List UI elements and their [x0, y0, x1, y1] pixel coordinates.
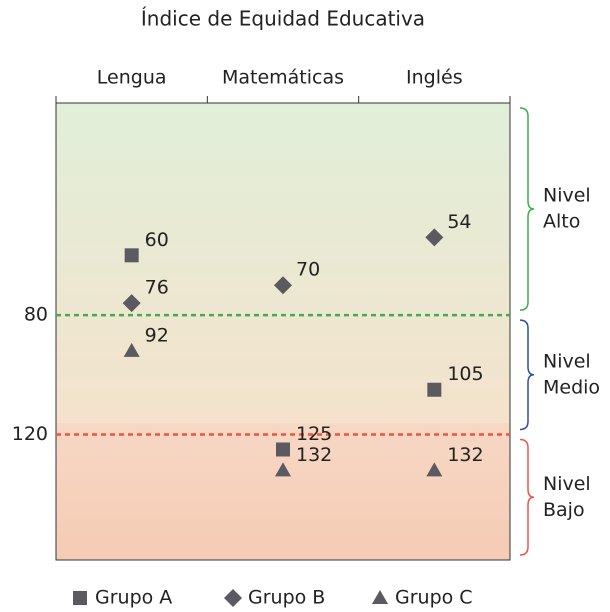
band-brace — [519, 438, 535, 556]
data-label: 76 — [145, 277, 169, 299]
y-tick-label: 80 — [24, 304, 48, 326]
band-label: Nivel — [543, 473, 591, 495]
data-label: 125 — [296, 423, 332, 445]
plot-area — [55, 102, 511, 561]
data-label: 105 — [447, 363, 483, 385]
marker — [274, 276, 292, 295]
x-tick-label: Inglés — [406, 67, 463, 89]
legend-label: Grupo C — [395, 587, 473, 609]
band-label: Nivel — [543, 350, 591, 372]
x-tick-label: Matemáticas — [222, 67, 344, 89]
data-label: 70 — [296, 259, 320, 281]
marker — [123, 342, 140, 357]
data-label: 132 — [296, 444, 332, 466]
band-label: Alto — [543, 211, 580, 233]
marker — [275, 462, 291, 477]
x-tick-label: Lengua — [97, 67, 167, 89]
marker — [224, 589, 242, 607]
marker — [426, 462, 443, 477]
data-label: 60 — [145, 229, 169, 251]
data-label: 132 — [447, 444, 483, 466]
marker — [372, 590, 388, 604]
marker — [122, 294, 141, 313]
band-label: Bajo — [543, 499, 585, 521]
marker — [124, 248, 139, 263]
marker — [73, 591, 87, 605]
legend-label: Grupo A — [95, 587, 172, 609]
band-brace — [519, 319, 535, 431]
legend-label: Grupo B — [248, 587, 325, 609]
data-label: 54 — [447, 211, 471, 233]
marker — [425, 228, 444, 247]
data-label: 92 — [145, 324, 169, 346]
marker — [427, 382, 442, 397]
y-tick-label: 120 — [12, 423, 48, 445]
band-label: Nivel — [543, 185, 591, 207]
band-brace — [519, 107, 535, 311]
chart-title: Índice de Equidad Educativa — [141, 7, 425, 31]
marker — [276, 442, 290, 457]
band-label: Medio — [543, 376, 600, 398]
